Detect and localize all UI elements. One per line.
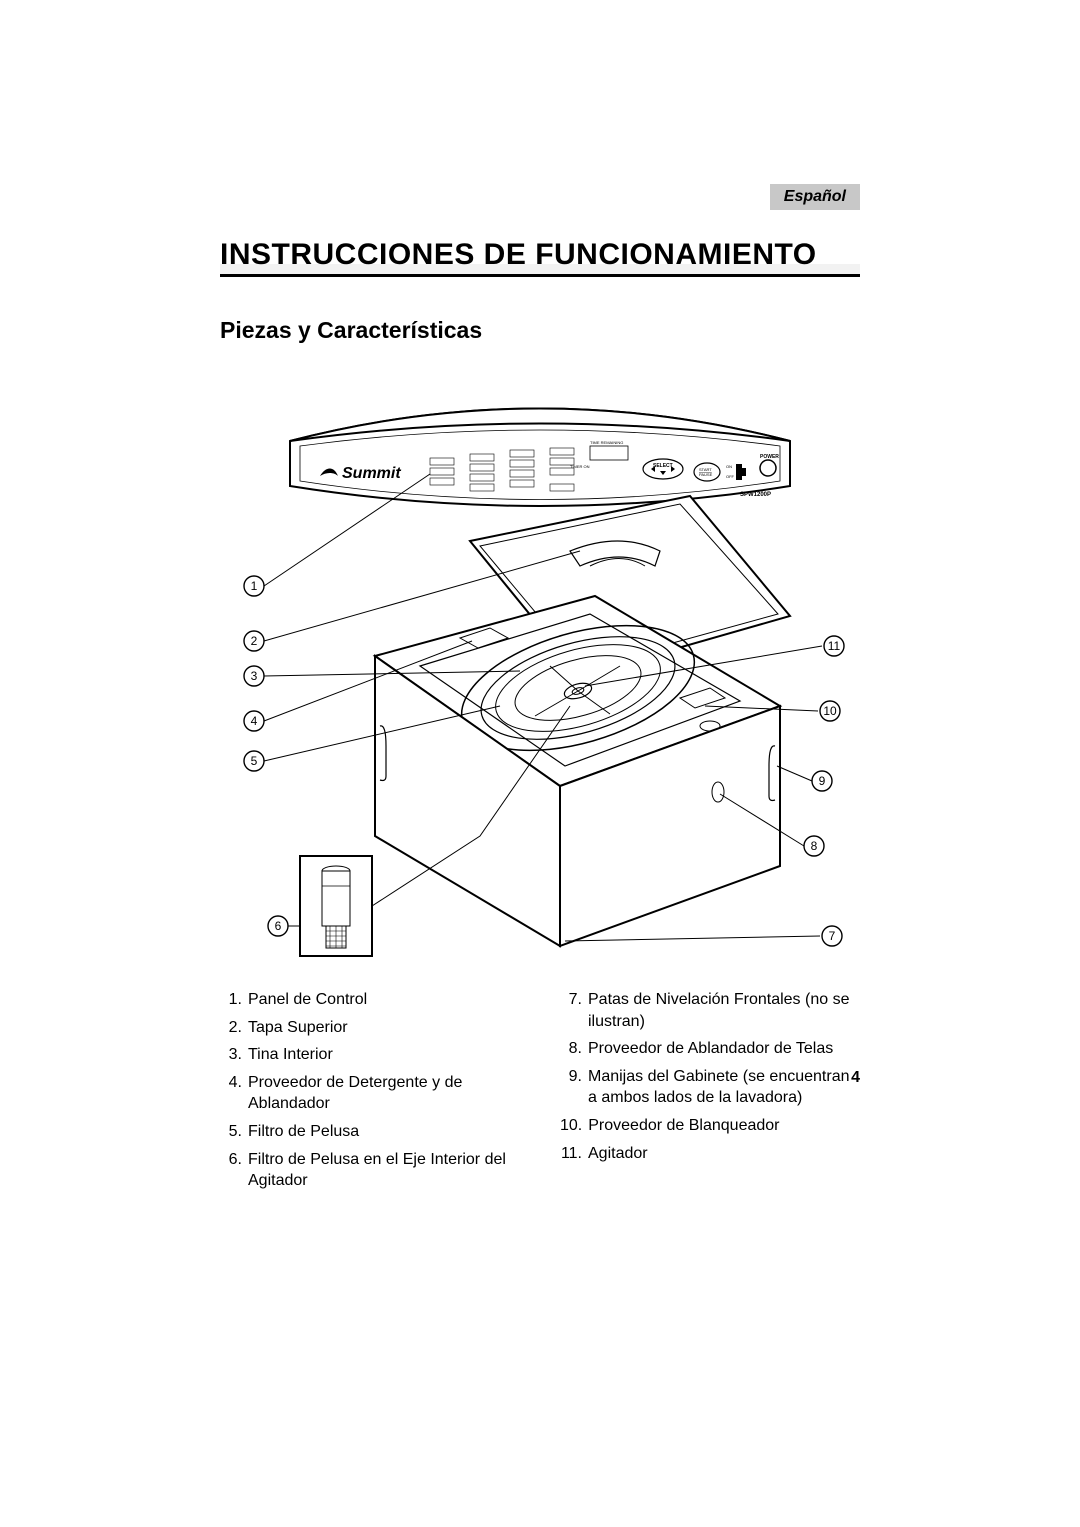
- legend-item: 9.Manijas del Gabinete (se encuentran a …: [560, 1066, 860, 1109]
- model-number: SPW1200P: [740, 492, 771, 498]
- legend-item-number: 11.: [560, 1143, 582, 1165]
- legend-item-number: 1.: [220, 989, 242, 1011]
- parts-diagram: Summit: [220, 366, 860, 971]
- svg-text:ON: ON: [726, 464, 732, 469]
- section-subtitle: Piezas y Características: [220, 317, 860, 344]
- callout-number: 9: [819, 774, 826, 788]
- legend-item-text: Proveedor de Ablandador de Telas: [588, 1038, 860, 1060]
- legend-item-number: 7.: [560, 989, 582, 1032]
- legend-item-number: 8.: [560, 1038, 582, 1060]
- lint-filter-inset: [300, 856, 372, 956]
- page-number: 4: [851, 1069, 860, 1087]
- legend: 1. Panel de Control 2. Tapa Superior 3. Tina …: [220, 989, 860, 1198]
- svg-text:OFF: OFF: [726, 474, 735, 479]
- brand-text: Summit: [342, 465, 401, 482]
- callout-number: 7: [829, 929, 836, 943]
- callout-number: 8: [811, 839, 818, 853]
- legend-item-number: 9.: [560, 1066, 582, 1109]
- legend-item: 7.Patas de Nivelación Frontales (no se i…: [560, 989, 860, 1032]
- power-label: POWER: [760, 454, 779, 460]
- legend-item: 6.Filtro de Pelusa en el Eje Interior de…: [220, 1149, 520, 1192]
- legend-item-number: 3.: [220, 1044, 242, 1066]
- page-title: INSTRUCCIONES DE FUNCIONAMIENTO: [220, 238, 860, 277]
- legend-item: 1. Panel de Control: [220, 989, 520, 1011]
- legend-item: 4.Proveedor de Detergente y de Ablandado…: [220, 1072, 520, 1115]
- legend-item: 5. Filtro de Pelusa: [220, 1121, 520, 1143]
- legend-item-text: Agitador: [588, 1143, 860, 1165]
- legend-item-text: Filtro de Pelusa: [248, 1121, 520, 1143]
- callout-number: 4: [251, 714, 258, 728]
- language-badge: Español: [770, 184, 860, 210]
- control-panel: Summit: [290, 409, 790, 507]
- legend-item-number: 2.: [220, 1017, 242, 1039]
- legend-item-text: Proveedor de Detergente y de Ablandador: [248, 1072, 520, 1115]
- legend-item-text: Panel de Control: [248, 989, 520, 1011]
- callout-number: 1: [251, 579, 258, 593]
- legend-item-number: 4.: [220, 1072, 242, 1115]
- svg-text:TIME REMAINING: TIME REMAINING: [590, 440, 623, 445]
- content-block: INSTRUCCIONES DE FUNCIONAMIENTO Piezas y…: [220, 238, 860, 1198]
- legend-item: 10. Proveedor de Blanqueador: [560, 1115, 860, 1137]
- legend-right-column: 7.Patas de Nivelación Frontales (no se i…: [560, 989, 860, 1198]
- callout-number: 2: [251, 634, 258, 648]
- legend-item-number: 6.: [220, 1149, 242, 1192]
- legend-item-text: Proveedor de Blanqueador: [588, 1115, 860, 1137]
- legend-item: 11. Agitador: [560, 1143, 860, 1165]
- legend-item-text: Filtro de Pelusa en el Eje Interior del …: [248, 1149, 520, 1192]
- callout-number: 11: [828, 639, 841, 653]
- washer-diagram-svg: Summit: [220, 366, 860, 966]
- legend-item: 8. Proveedor de Ablandador de Telas: [560, 1038, 860, 1060]
- callout-number: 6: [275, 919, 282, 933]
- svg-text:SELECT: SELECT: [653, 463, 673, 469]
- legend-item-text: Tina Interior: [248, 1044, 520, 1066]
- callout-number: 10: [823, 704, 837, 718]
- svg-text:PAUSE: PAUSE: [699, 472, 713, 477]
- legend-item: 3. Tina Interior: [220, 1044, 520, 1066]
- callout-number: 5: [251, 754, 258, 768]
- legend-item-text: Tapa Superior: [248, 1017, 520, 1039]
- legend-item: 2. Tapa Superior: [220, 1017, 520, 1039]
- callout-number: 3: [251, 669, 258, 683]
- legend-item-text: Patas de Nivelación Frontales (no se ilu…: [588, 989, 860, 1032]
- page: Español INSTRUCCIONES DE FUNCIONAMIENTO …: [0, 0, 1080, 1527]
- svg-text:TIMER ON: TIMER ON: [570, 464, 590, 469]
- legend-item-number: 5.: [220, 1121, 242, 1143]
- legend-item-text: Manijas del Gabinete (se encuentran a am…: [588, 1066, 860, 1109]
- legend-item-number: 10.: [560, 1115, 582, 1137]
- legend-left-column: 1. Panel de Control 2. Tapa Superior 3. Tina …: [220, 989, 520, 1198]
